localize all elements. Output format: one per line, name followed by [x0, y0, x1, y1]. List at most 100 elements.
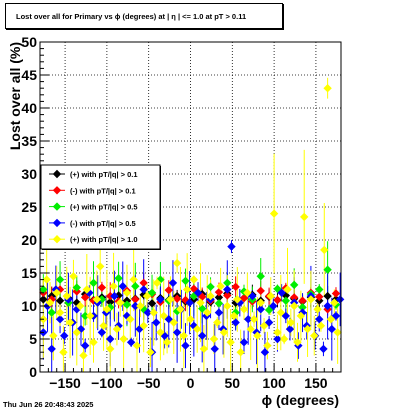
data-point [97, 328, 107, 337]
data-point [65, 318, 75, 327]
data-point [216, 282, 225, 291]
data-point [214, 293, 224, 302]
data-point [106, 297, 115, 307]
data-point [131, 295, 140, 304]
data-point [214, 287, 224, 297]
data-point [72, 283, 81, 292]
data-point [139, 321, 148, 330]
data-point [283, 285, 292, 294]
data-point [286, 318, 296, 327]
data-point [277, 288, 286, 297]
data-point [323, 265, 332, 274]
data-point [296, 311, 306, 321]
y-tick-label: 15 [21, 265, 37, 281]
data-point [269, 209, 279, 218]
data-point [313, 305, 322, 314]
data-point [172, 294, 182, 303]
y-tick-label: 40 [21, 100, 37, 116]
data-point [239, 338, 249, 347]
data-point [319, 344, 328, 354]
data-point [203, 308, 212, 317]
data-point [214, 299, 224, 308]
data-point [85, 311, 95, 321]
data-point [146, 348, 155, 357]
data-point [55, 296, 65, 305]
data-point [239, 305, 249, 314]
data-point [122, 288, 132, 297]
data-point [181, 276, 190, 286]
data-point [126, 338, 136, 347]
data-point [142, 291, 152, 301]
data-point [263, 341, 272, 350]
x-tick-label: −50 [137, 375, 161, 391]
data-point [323, 291, 332, 301]
data-point [152, 318, 161, 327]
data-point [62, 291, 71, 301]
data-point [47, 295, 56, 304]
data-point [181, 295, 190, 305]
data-point [168, 278, 178, 288]
data-point [60, 331, 69, 340]
data-point [172, 258, 182, 268]
data-point [249, 315, 259, 324]
data-point [306, 295, 316, 304]
data-point [300, 212, 309, 222]
data-point [59, 348, 68, 357]
data-point [109, 282, 118, 291]
data-point [259, 321, 269, 330]
data-point [80, 293, 90, 302]
legend-label: (-) with pT/|q| > 0.5 [70, 219, 136, 228]
data-point [333, 328, 342, 337]
data-point [256, 286, 265, 296]
data-point [72, 328, 81, 337]
data-point [192, 324, 202, 334]
data-point [323, 84, 332, 93]
chart-title: Lost over all for Primary vs ϕ (degrees)… [16, 11, 247, 21]
data-point [80, 311, 90, 321]
y-tick-label: 35 [21, 133, 37, 149]
data-point [231, 318, 240, 327]
data-point [303, 324, 312, 334]
data-point [239, 293, 249, 303]
data-point [156, 328, 165, 337]
y-tick-label: 0 [29, 364, 37, 380]
legend-marker [52, 235, 62, 244]
data-point [147, 299, 157, 308]
y-tick-label: 30 [21, 166, 37, 182]
data-point [335, 295, 345, 304]
data-markers [39, 84, 345, 360]
data-point [110, 291, 119, 301]
legend-marker [52, 186, 62, 195]
x-tick-label: 100 [262, 375, 286, 391]
data-point [223, 291, 232, 300]
data-point [118, 282, 127, 291]
data-point [189, 275, 199, 284]
data-point [139, 285, 148, 294]
data-point [326, 315, 336, 324]
data-point [80, 341, 90, 350]
data-point [135, 324, 144, 334]
data-point [269, 301, 278, 311]
y-tick-label: 25 [21, 199, 37, 215]
data-point [143, 308, 153, 317]
data-point [289, 293, 299, 302]
data-point [253, 331, 262, 340]
data-point [273, 295, 282, 305]
data-point [196, 298, 205, 307]
data-point [75, 301, 85, 311]
y-tick-label: 50 [21, 34, 37, 50]
data-point [260, 348, 270, 357]
chart-title-box: Lost over all for Primary vs ϕ (degrees)… [5, 3, 283, 29]
data-point [209, 334, 219, 344]
data-point [186, 315, 195, 324]
data-point [162, 338, 172, 347]
data-point [106, 334, 115, 344]
data-point [193, 288, 203, 297]
y-axis-title: Lost over all (%) [7, 42, 23, 150]
data-point [227, 242, 236, 251]
data-point [131, 282, 140, 291]
data-point [106, 344, 115, 354]
legend-marker [52, 218, 62, 228]
data-point [97, 283, 107, 292]
